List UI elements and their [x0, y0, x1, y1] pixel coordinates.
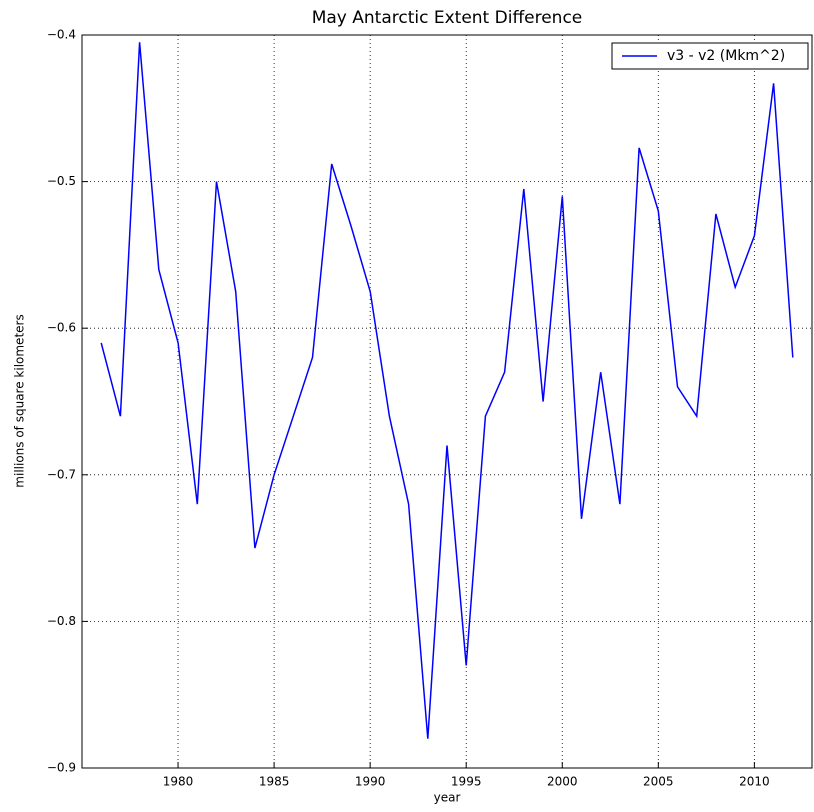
- y-axis-label: millions of square kilometers: [13, 314, 27, 487]
- x-tick-label: 1985: [259, 775, 290, 789]
- x-tick-label: 2010: [739, 775, 770, 789]
- y-tick-label: −0.7: [47, 467, 76, 481]
- x-tick-label: 1980: [163, 775, 194, 789]
- y-tick-label: −0.5: [47, 174, 76, 188]
- x-tick-label: 2000: [547, 775, 578, 789]
- x-tick-label: 2005: [643, 775, 674, 789]
- x-tick-label: 1995: [451, 775, 482, 789]
- legend-label: v3 - v2 (Mkm^2): [667, 48, 785, 64]
- chart-title: May Antarctic Extent Difference: [312, 8, 583, 28]
- x-axis-label: year: [434, 791, 461, 805]
- y-tick-label: −0.8: [47, 614, 76, 628]
- y-tick-label: −0.4: [47, 28, 76, 42]
- x-tick-label: 1990: [355, 775, 386, 789]
- plot-frame: [81, 34, 813, 769]
- y-tick-label: −0.9: [47, 761, 76, 775]
- data-line: [100, 42, 794, 739]
- y-tick-label: −0.6: [47, 321, 76, 335]
